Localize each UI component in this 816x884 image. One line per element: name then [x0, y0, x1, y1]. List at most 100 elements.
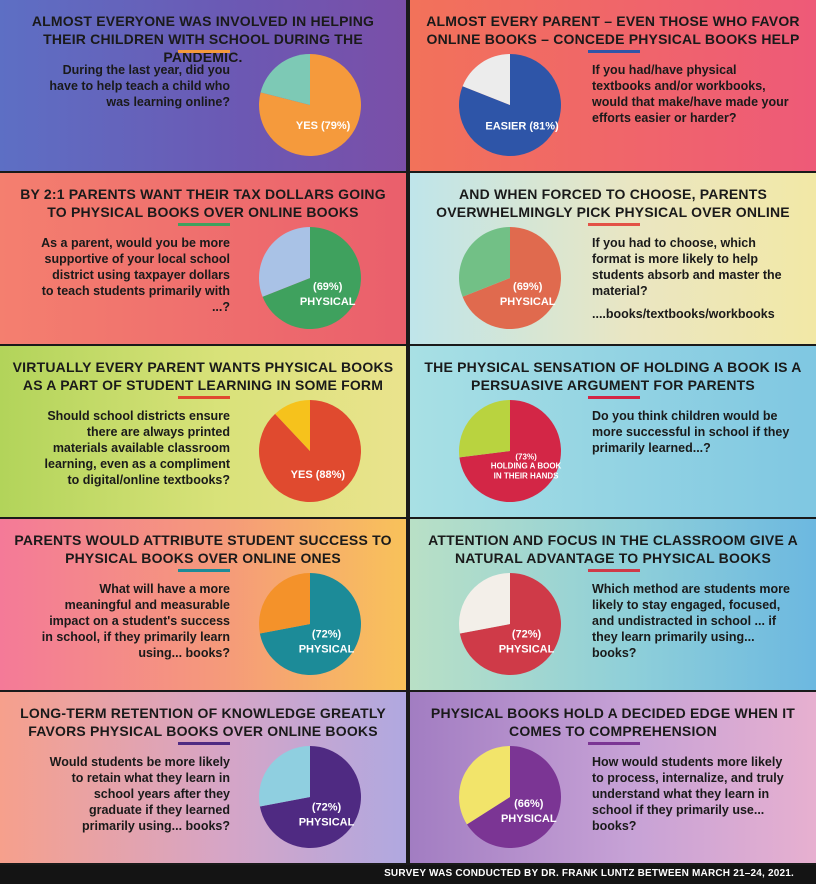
pie-svg: (66%) PHYSICAL	[459, 746, 561, 848]
panel-1: ALMOST EVERYONE WAS INVOLVED IN HELPING …	[0, 0, 406, 171]
accent-rule	[588, 396, 640, 399]
survey-question: As a parent, would you be more supportiv…	[41, 236, 230, 314]
pie-label-text-line-1: PHYSICAL	[499, 644, 555, 656]
pie-slice-other	[259, 227, 310, 297]
pie-chart: (69%) PHYSICAL	[258, 226, 362, 330]
survey-question: Which method are students more likely to…	[592, 582, 790, 660]
survey-question: If you had to choose, which format is mo…	[592, 236, 782, 298]
pie-slice-main	[462, 227, 561, 329]
pie-label-pct-line-1: (72%)	[312, 802, 342, 814]
pie-slice-main	[262, 227, 361, 329]
panel-title: ATTENTION AND FOCUS IN THE CLASSROOM GIV…	[428, 532, 798, 566]
accent-rule	[588, 569, 640, 572]
pie-chart: YES (88%)	[258, 399, 362, 503]
pie-label-text-line-2: IN THEIR HANDS	[494, 471, 560, 480]
pie-slice-other	[459, 400, 510, 458]
pie-svg: (72%) PHYSICAL	[459, 573, 561, 675]
pie-slice-other	[275, 400, 310, 451]
pie-label-text-line-1: PHYSICAL	[300, 296, 356, 308]
pie-data-label: (69%) PHYSICAL	[300, 281, 356, 308]
pie-svg: (72%) PHYSICAL	[259, 573, 361, 675]
panel-7: PARENTS WOULD ATTRIBUTE STUDENT SUCCESS …	[0, 519, 406, 690]
pie-data-label: (69%) PHYSICAL	[500, 281, 556, 308]
survey-question: How would students more likely to proces…	[592, 755, 784, 833]
panel-3: BY 2:1 PARENTS WANT THEIR TAX DOLLARS GO…	[0, 173, 406, 344]
pie-slice-main	[259, 573, 361, 675]
panel-8: ATTENTION AND FOCUS IN THE CLASSROOM GIV…	[410, 519, 816, 690]
pie-label-pct-line-1: (69%)	[313, 281, 343, 293]
infographic-grid: ALMOST EVERYONE WAS INVOLVED IN HELPING …	[0, 0, 816, 863]
pie-slice-other	[462, 54, 510, 105]
pie-svg: EASIER (81%)	[459, 54, 561, 156]
panel-10: PHYSICAL BOOKS HOLD A DECIDED EDGE WHEN …	[410, 692, 816, 863]
accent-rule	[178, 396, 230, 399]
pie-slice-other	[459, 573, 510, 634]
survey-question: During the last year, did you have to he…	[49, 63, 230, 109]
pie-label-text-line-1: HOLDING A BOOK	[491, 461, 562, 470]
panel-title: THE PHYSICAL SENSATION OF HOLDING A BOOK…	[424, 359, 802, 393]
pie-slice-other	[459, 227, 510, 297]
survey-question: Would students be more likely to retain …	[49, 755, 230, 833]
pie-slice-other	[260, 54, 310, 105]
survey-question: Should school districts ensure there are…	[44, 409, 230, 487]
accent-rule	[178, 223, 230, 226]
pie-label-pct-line-1: (72%)	[312, 629, 342, 641]
pie-data-label: (66%) PHYSICAL	[501, 798, 557, 825]
panel-title: AND WHEN FORCED TO CHOOSE, PARENTS OVERW…	[436, 186, 790, 220]
pie-slice-other	[259, 573, 310, 634]
accent-rule	[178, 50, 230, 53]
pie-data-label: YES (79%)	[296, 120, 351, 132]
pie-label-text-line-1: PHYSICAL	[299, 644, 355, 656]
question-note: ....books/textbooks/workbooks	[592, 307, 775, 321]
panel-5: VIRTUALLY EVERY PARENT WANTS PHYSICAL BO…	[0, 346, 406, 517]
pie-chart: (72%) PHYSICAL	[458, 572, 562, 676]
pie-label-pct-line-1: (73%)	[515, 452, 537, 461]
pie-svg: YES (88%)	[259, 400, 361, 502]
pie-label-text-line-1: PHYSICAL	[500, 296, 556, 308]
pie-chart: (72%) PHYSICAL	[258, 572, 362, 676]
pie-data-label: (72%) PHYSICAL	[499, 629, 555, 656]
survey-credit: SURVEY WAS CONDUCTED BY DR. FRANK LUNTZ …	[384, 868, 794, 879]
accent-rule	[178, 569, 230, 572]
pie-chart: YES (79%)	[258, 53, 362, 157]
pie-slice-main	[259, 746, 361, 848]
pie-slice-main	[466, 746, 561, 848]
pie-data-label: (72%) PHYSICAL	[299, 802, 355, 829]
pie-label-text-line-1: PHYSICAL	[501, 813, 557, 825]
panel-title: ALMOST EVERY PARENT – EVEN THOSE WHO FAV…	[426, 13, 800, 47]
panel-title: LONG-TERM RETENTION OF KNOWLEDGE GREATLY…	[20, 705, 386, 739]
panel-title: BY 2:1 PARENTS WANT THEIR TAX DOLLARS GO…	[20, 186, 386, 220]
accent-rule	[588, 742, 640, 745]
pie-data-label: EASIER (81%)	[485, 121, 559, 133]
accent-rule	[588, 223, 640, 226]
pie-data-label: (72%) PHYSICAL	[299, 629, 355, 656]
accent-rule	[588, 50, 640, 53]
pie-svg: (69%) PHYSICAL	[459, 227, 561, 329]
panel-title: PARENTS WOULD ATTRIBUTE STUDENT SUCCESS …	[14, 532, 392, 566]
pie-label-text-line-1: PHYSICAL	[299, 817, 355, 829]
pie-chart: EASIER (81%)	[458, 53, 562, 157]
panel-9: LONG-TERM RETENTION OF KNOWLEDGE GREATLY…	[0, 692, 406, 863]
pie-chart: (66%) PHYSICAL	[458, 745, 562, 849]
pie-data-label: YES (88%)	[291, 469, 346, 481]
pie-label-pct-line-1: (72%)	[512, 629, 542, 641]
pie-chart: (72%) PHYSICAL	[258, 745, 362, 849]
footer: SURVEY WAS CONDUCTED BY DR. FRANK LUNTZ …	[0, 865, 816, 884]
pie-label-pct-line-1: (66%)	[514, 798, 544, 810]
pie-slice-other	[259, 746, 310, 807]
pie-label-pct-line-1: (69%)	[513, 281, 543, 293]
pie-chart: (73%) HOLDING A BOOK IN THEIR HANDS	[458, 399, 562, 503]
panel-2: ALMOST EVERY PARENT – EVEN THOSE WHO FAV…	[410, 0, 816, 171]
pie-slice-other	[459, 746, 510, 825]
pie-slice-main	[459, 573, 561, 675]
pie-svg: (69%) PHYSICAL	[259, 227, 361, 329]
panel-6: THE PHYSICAL SENSATION OF HOLDING A BOOK…	[410, 346, 816, 517]
survey-question: Do you think children would be more succ…	[592, 409, 790, 455]
pie-svg: (72%) PHYSICAL	[259, 746, 361, 848]
panel-title: VIRTUALLY EVERY PARENT WANTS PHYSICAL BO…	[12, 359, 394, 393]
panel-title: PHYSICAL BOOKS HOLD A DECIDED EDGE WHEN …	[430, 705, 796, 739]
survey-question: If you had/have physical textbooks and/o…	[592, 63, 789, 125]
pie-chart: (69%) PHYSICAL	[458, 226, 562, 330]
